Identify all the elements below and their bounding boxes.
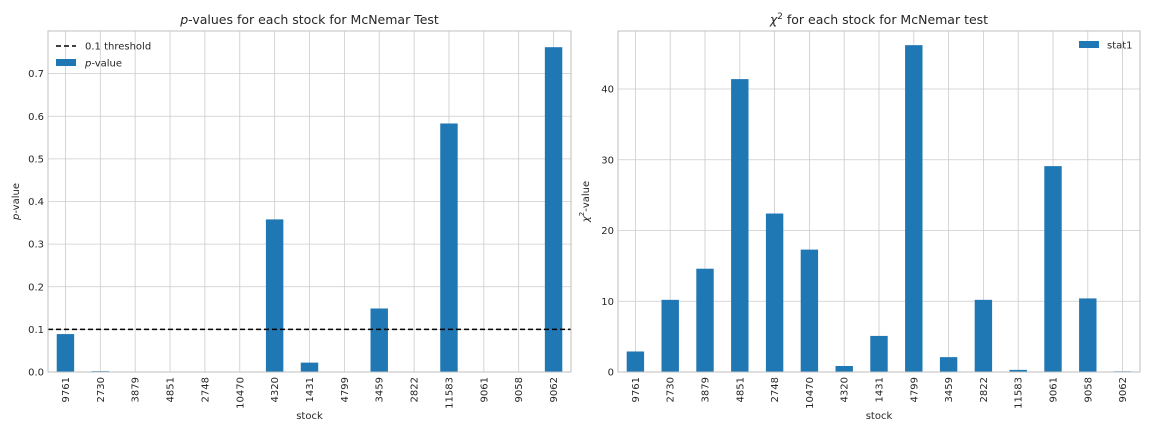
pvalue-ytick-label: 0.5 <box>28 154 44 165</box>
chi2-bar <box>800 249 819 372</box>
chi2-title-superscript: 2 <box>777 12 783 22</box>
chi2-xtick-label: 3879 <box>701 377 712 402</box>
chi2-bar <box>1009 369 1027 372</box>
chi2-bar <box>870 335 888 372</box>
pvalue-bar <box>56 334 75 372</box>
pvalue-xtick-label: 2822 <box>410 377 421 402</box>
chi2-bar <box>905 45 923 372</box>
pvalue-x-axis-label: stock <box>296 411 323 422</box>
pvalue-xtick-label: 3459 <box>375 377 386 402</box>
chi2-bar <box>765 213 784 372</box>
pvalue-bar <box>265 219 284 372</box>
pvalue-xtick-label: 9062 <box>549 377 560 402</box>
pvalue-xtick-label: 3879 <box>131 377 142 402</box>
pvalue-ytick-label: 0.1 <box>28 325 44 336</box>
pvalue-bars <box>56 47 563 372</box>
pvalue-title-italic-part: p <box>179 12 188 27</box>
chi2-x-axis-label: stock <box>866 411 893 422</box>
chi2-xtick-label: 2822 <box>979 377 990 402</box>
chi2-ytick-label: 30 <box>601 155 614 166</box>
pvalue-chart: 0.0 0.1 0.2 0.3 0.4 0.5 0.6 0.7 9761 2730 3879 485… <box>11 12 572 422</box>
chi2-bar <box>974 299 993 372</box>
chi2-ylabel-superscript: 2 <box>578 212 586 216</box>
chi2-xtick-label: 1431 <box>875 377 886 402</box>
pvalue-ytick-label: 0.0 <box>28 368 44 379</box>
legend-pvalue-swatch <box>56 59 76 66</box>
pvalue-ytick-label: 0.3 <box>28 240 44 251</box>
chi2-ytick-label: 20 <box>601 226 614 237</box>
pvalue-xtick-label: 9061 <box>479 377 490 402</box>
legend-stat1-swatch <box>1079 41 1099 48</box>
chi2-chart-title: χ2 for each stock for McNemar test <box>769 12 988 27</box>
pvalue-xtick-label: 2748 <box>200 377 211 402</box>
chi2-xtick-label: 10470 <box>805 377 816 409</box>
chi2-ylabel-italic-part: χ <box>581 215 592 223</box>
pvalue-bar <box>544 47 563 372</box>
pvalue-bar <box>370 308 388 372</box>
chi2-xtick-label: 9061 <box>1049 377 1060 402</box>
pvalue-xtick-label: 4320 <box>270 377 281 402</box>
chi2-axes-frame <box>617 30 1141 373</box>
chi2-chart: 0 10 20 30 40 9761 2730 3879 4851 2748 10470 4320 1… <box>578 12 1141 422</box>
pvalue-legend: 0.1 threshold p-value <box>56 42 151 70</box>
chi2-xtick-label: 11583 <box>1014 377 1025 409</box>
legend-threshold-label: 0.1 threshold <box>85 42 151 53</box>
chi2-xticks: 9761 2730 3879 4851 2748 10470 4320 1431 4799 345… <box>631 377 1129 409</box>
chi2-yticks: 0 10 20 30 40 <box>601 85 614 379</box>
chi2-y-axis-label: χ2-value <box>578 181 592 223</box>
chi2-bar <box>661 299 679 372</box>
pvalue-ytick-label: 0.2 <box>28 282 44 293</box>
pvalue-gridlines <box>48 31 571 373</box>
pvalue-xtick-label: 10470 <box>235 377 246 409</box>
pvalue-bar <box>440 123 458 372</box>
pvalue-yticks: 0.0 0.1 0.2 0.3 0.4 0.5 0.6 0.7 <box>28 69 44 378</box>
pvalue-xtick-label: 1431 <box>305 377 316 402</box>
chi2-xtick-label: 4320 <box>840 377 851 402</box>
chi2-bar <box>939 357 958 372</box>
pvalue-xtick-label: 2730 <box>96 377 107 402</box>
pvalue-xtick-label: 9058 <box>514 377 525 402</box>
pvalue-axes-frame <box>47 30 572 373</box>
chi2-bar <box>696 268 714 372</box>
legend-pvalue-label: p-value <box>84 59 122 70</box>
pvalue-xtick-label: 11583 <box>444 377 455 409</box>
chi2-xtick-label: 2730 <box>666 377 677 402</box>
pvalue-ytick-label: 0.6 <box>28 112 44 123</box>
chi2-xtick-label: 9062 <box>1118 377 1129 402</box>
pvalue-ytick-label: 0.4 <box>28 197 44 208</box>
chi2-bar <box>1079 298 1097 372</box>
pvalue-xticks: 9761 2730 3879 4851 2748 10470 4320 1431 4799 345… <box>61 377 560 409</box>
legend-stat1-label: stat1 <box>1107 41 1133 52</box>
chi2-legend: stat1 <box>1079 41 1133 52</box>
chi2-ytick-label: 40 <box>601 85 614 96</box>
chi2-xtick-label: 9058 <box>1083 377 1094 402</box>
chi2-bar <box>731 79 749 373</box>
chi2-xtick-label: 3459 <box>944 377 955 402</box>
pvalue-chart-title: p-values for each stock for McNemar Test <box>179 12 439 27</box>
pvalue-xtick-label: 4799 <box>340 377 351 402</box>
chi2-xtick-label: 9761 <box>631 377 642 402</box>
pvalue-xtick-label: 4851 <box>166 377 177 402</box>
pvalue-y-axis-label: p-value <box>11 183 22 221</box>
chi2-bar <box>626 351 645 372</box>
chi2-xtick-label: 4851 <box>735 377 746 402</box>
chi2-bars <box>626 45 1132 373</box>
pvalue-ytick-label: 0.7 <box>28 69 44 80</box>
chi2-xtick-label: 4799 <box>909 377 920 402</box>
chi2-ytick-label: 0 <box>608 368 614 379</box>
chi2-ytick-label: 10 <box>601 297 614 308</box>
pvalue-bar <box>300 362 319 372</box>
chi2-bar <box>1044 166 1062 372</box>
chi2-bar <box>835 365 853 372</box>
chi2-title-italic-part: χ <box>769 12 778 27</box>
chi2-xtick-label: 2748 <box>770 377 781 402</box>
pvalue-ylabel-italic-part: p <box>11 214 22 221</box>
pvalue-xtick-label: 9761 <box>61 377 72 402</box>
